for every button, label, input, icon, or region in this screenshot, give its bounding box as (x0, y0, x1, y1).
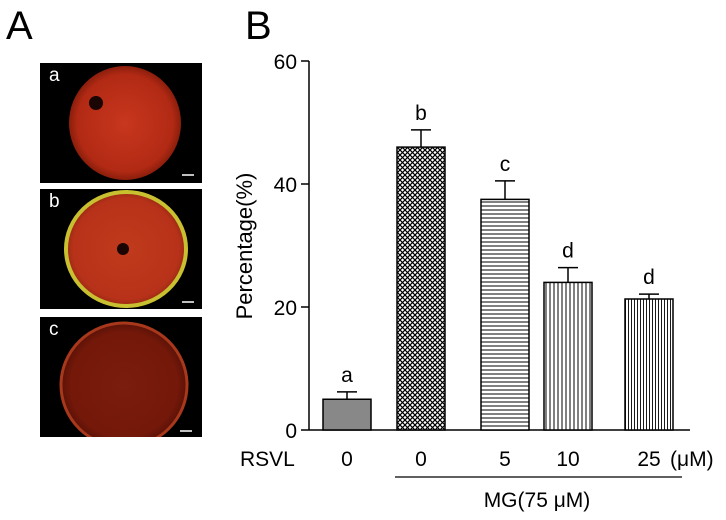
y-tick-label: 40 (274, 174, 297, 197)
micrograph-b-label: b (49, 191, 60, 212)
panel-a-label: A (6, 4, 33, 48)
unit-label: (μM) (670, 448, 714, 471)
y-tick-label: 60 (274, 51, 297, 74)
significance-letter-2: c (500, 153, 511, 176)
bar-4 (624, 298, 674, 431)
bar-1 (396, 146, 446, 431)
oocyte-b-image (64, 190, 194, 308)
significance-letter-3: d (562, 240, 574, 263)
y-tick-label: 20 (274, 297, 297, 320)
y-tick-label: 0 (285, 420, 297, 443)
x-tick-label-2: 5 (499, 448, 511, 471)
micrograph-a: a (40, 63, 202, 183)
x-tick-label-0: 0 (341, 448, 353, 471)
oocyte-a-image (69, 66, 194, 180)
oocyte-c-image (59, 321, 192, 437)
bar-3 (543, 281, 593, 431)
y-axis-label: Percentage(%) (232, 173, 257, 320)
x-tick-label-3: 10 (556, 448, 579, 471)
x-tick-label-4: 25 (637, 448, 660, 471)
micrograph-a-label: a (49, 65, 60, 86)
bar-0 (322, 398, 372, 431)
x-tick-label-1: 0 (415, 448, 427, 471)
rsvl-row-label: RSVL (240, 448, 295, 471)
significance-letter-4: d (643, 266, 655, 289)
significance-letter-1: b (415, 102, 427, 125)
micrograph-c-label: c (49, 319, 59, 340)
bar-2 (480, 198, 530, 431)
panel-b-label: B (245, 4, 272, 48)
micrograph-c: c (40, 317, 202, 437)
group-label: MG(75 μM) (484, 489, 591, 512)
significance-letter-0: a (341, 364, 353, 387)
micrograph-b: b (40, 189, 202, 309)
